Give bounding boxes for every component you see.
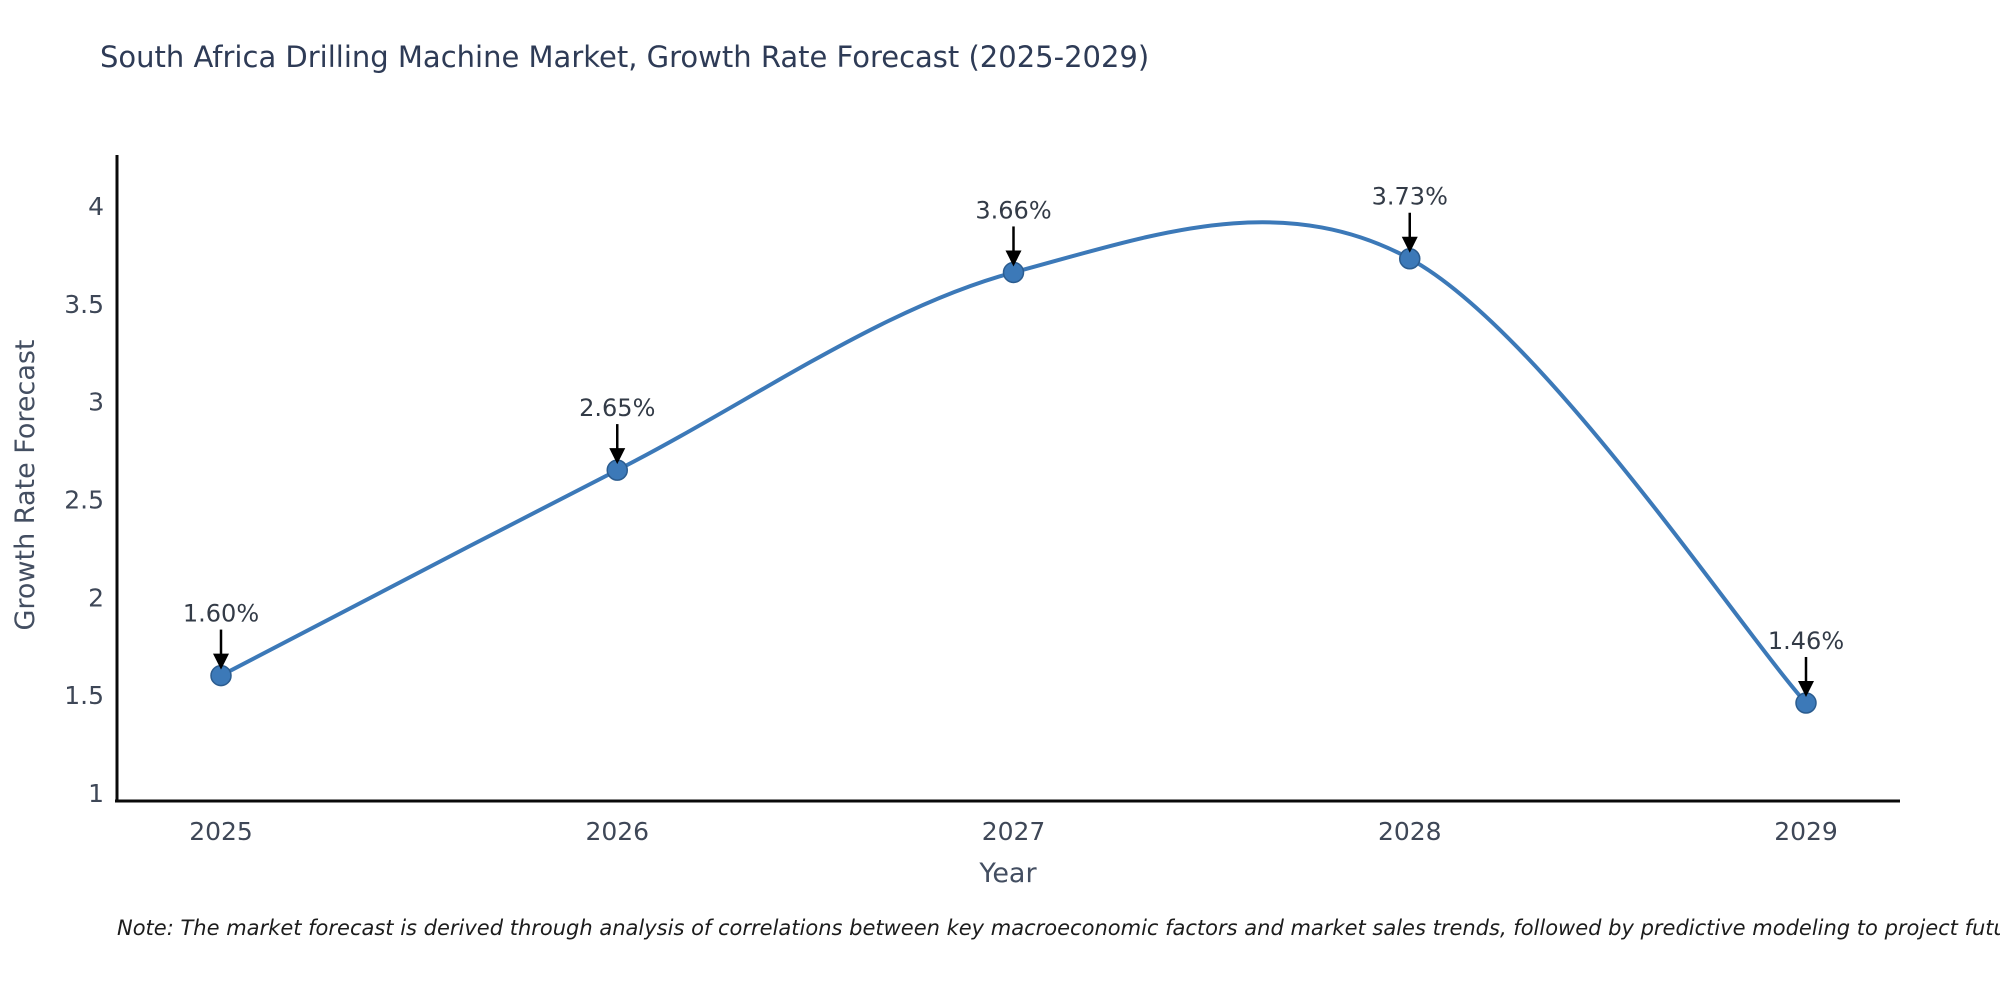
annotation-arrowhead-icon (1401, 236, 1418, 253)
annotation-arrowhead-icon (609, 448, 626, 465)
y-tick-label: 3.5 (64, 290, 104, 319)
axes: 1 1.5 2 2.5 3 3.5 4 2025 2026 2027 2028 2029 (64, 155, 1900, 846)
x-tick-label: 2025 (189, 817, 253, 846)
x-axis-title: Year (978, 858, 1037, 889)
y-tick-label: 1.5 (64, 681, 104, 710)
data-point-label: 1.60% (183, 600, 259, 628)
y-axis-title: Growth Rate Forecast (10, 339, 41, 630)
y-tick-label: 1 (88, 779, 104, 808)
chart-title: South Africa Drilling Machine Market, Gr… (100, 40, 1150, 74)
line-series (210, 220, 1817, 714)
y-tick-label: 4 (88, 192, 104, 221)
point-annotations: 1.60% 2.65% 3.66% 3.73% 1.46% (183, 183, 1844, 697)
footnote: Note: The market forecast is derived thr… (117, 916, 2000, 940)
data-point-label: 1.46% (1768, 627, 1844, 655)
annotation-arrowhead-icon (1798, 680, 1814, 697)
annotation-arrowhead-icon (213, 653, 229, 670)
y-tick-label: 3 (88, 388, 104, 417)
data-point-label: 2.65% (579, 394, 655, 422)
x-tick-label: 2026 (585, 817, 649, 846)
y-tick-label: 2 (88, 583, 104, 612)
annotation-arrowhead-icon (1005, 250, 1022, 267)
x-tick-label: 2027 (982, 817, 1046, 846)
x-tick-label: 2029 (1774, 817, 1838, 846)
y-tick-label: 2.5 (64, 485, 104, 514)
data-point-label: 3.73% (1372, 183, 1448, 211)
x-tick-label: 2028 (1378, 817, 1442, 846)
data-point-label: 3.66% (975, 196, 1051, 224)
series-line (219, 220, 1808, 705)
